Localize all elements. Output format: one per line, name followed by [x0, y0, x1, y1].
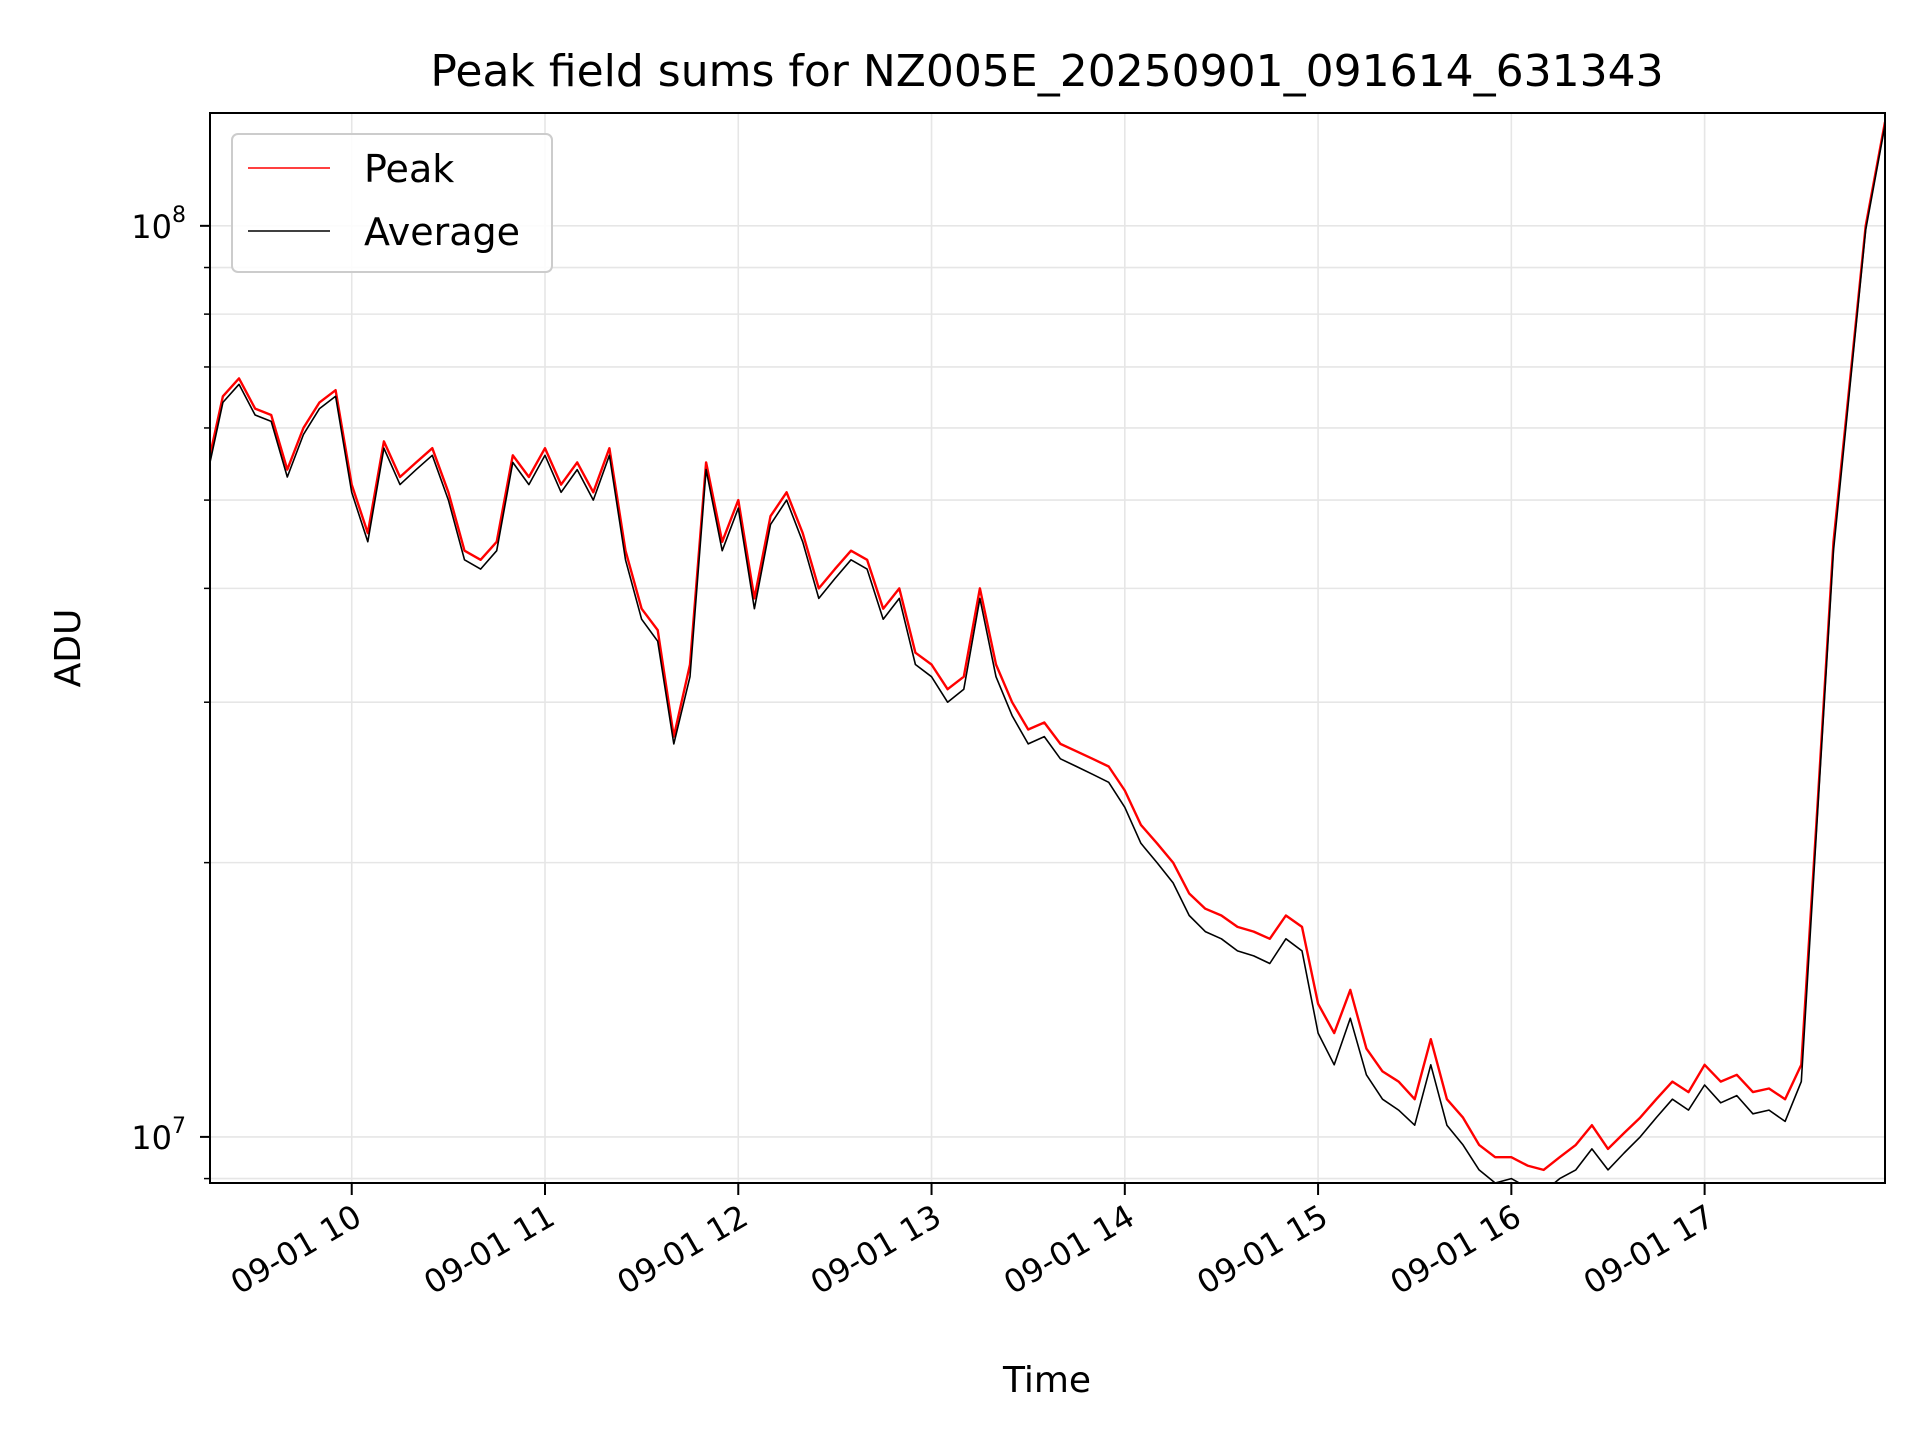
x-tick-label: 09-01 17 — [1577, 1197, 1721, 1302]
legend-label-peak: Peak — [364, 147, 454, 191]
x-tick-label: 09-01 11 — [417, 1197, 561, 1302]
x-axis-label: Time — [1002, 1360, 1091, 1401]
plot-area-frame — [209, 112, 1886, 1184]
series-layer — [210, 121, 1885, 1183]
grid — [210, 113, 1885, 1183]
chart-title: Peak field sums for NZ005E_20250901_0916… — [430, 46, 1663, 97]
series-line-peak — [210, 121, 1885, 1172]
y-tick-label: 108 — [131, 203, 186, 246]
legend: Peak Average — [231, 133, 553, 273]
legend-label-average: Average — [364, 210, 520, 254]
y-axis-label: ADU — [48, 609, 89, 688]
x-tick-label: 09-01 16 — [1384, 1197, 1528, 1302]
series-line-average — [210, 124, 1885, 1183]
x-tick-label: 09-01 12 — [611, 1197, 755, 1302]
x-tick-label: 09-01 10 — [224, 1197, 368, 1302]
x-tick-label: 09-01 14 — [997, 1197, 1141, 1302]
y-tick-label: 107 — [131, 1114, 186, 1157]
y-axis: 107 108 — [131, 203, 210, 1180]
x-tick-label: 09-01 13 — [804, 1197, 948, 1302]
x-axis: 09-01 10 09-01 11 09-01 12 09-01 13 09-01 14… — [224, 1183, 1721, 1302]
x-tick-label: 09-01 15 — [1190, 1197, 1334, 1302]
